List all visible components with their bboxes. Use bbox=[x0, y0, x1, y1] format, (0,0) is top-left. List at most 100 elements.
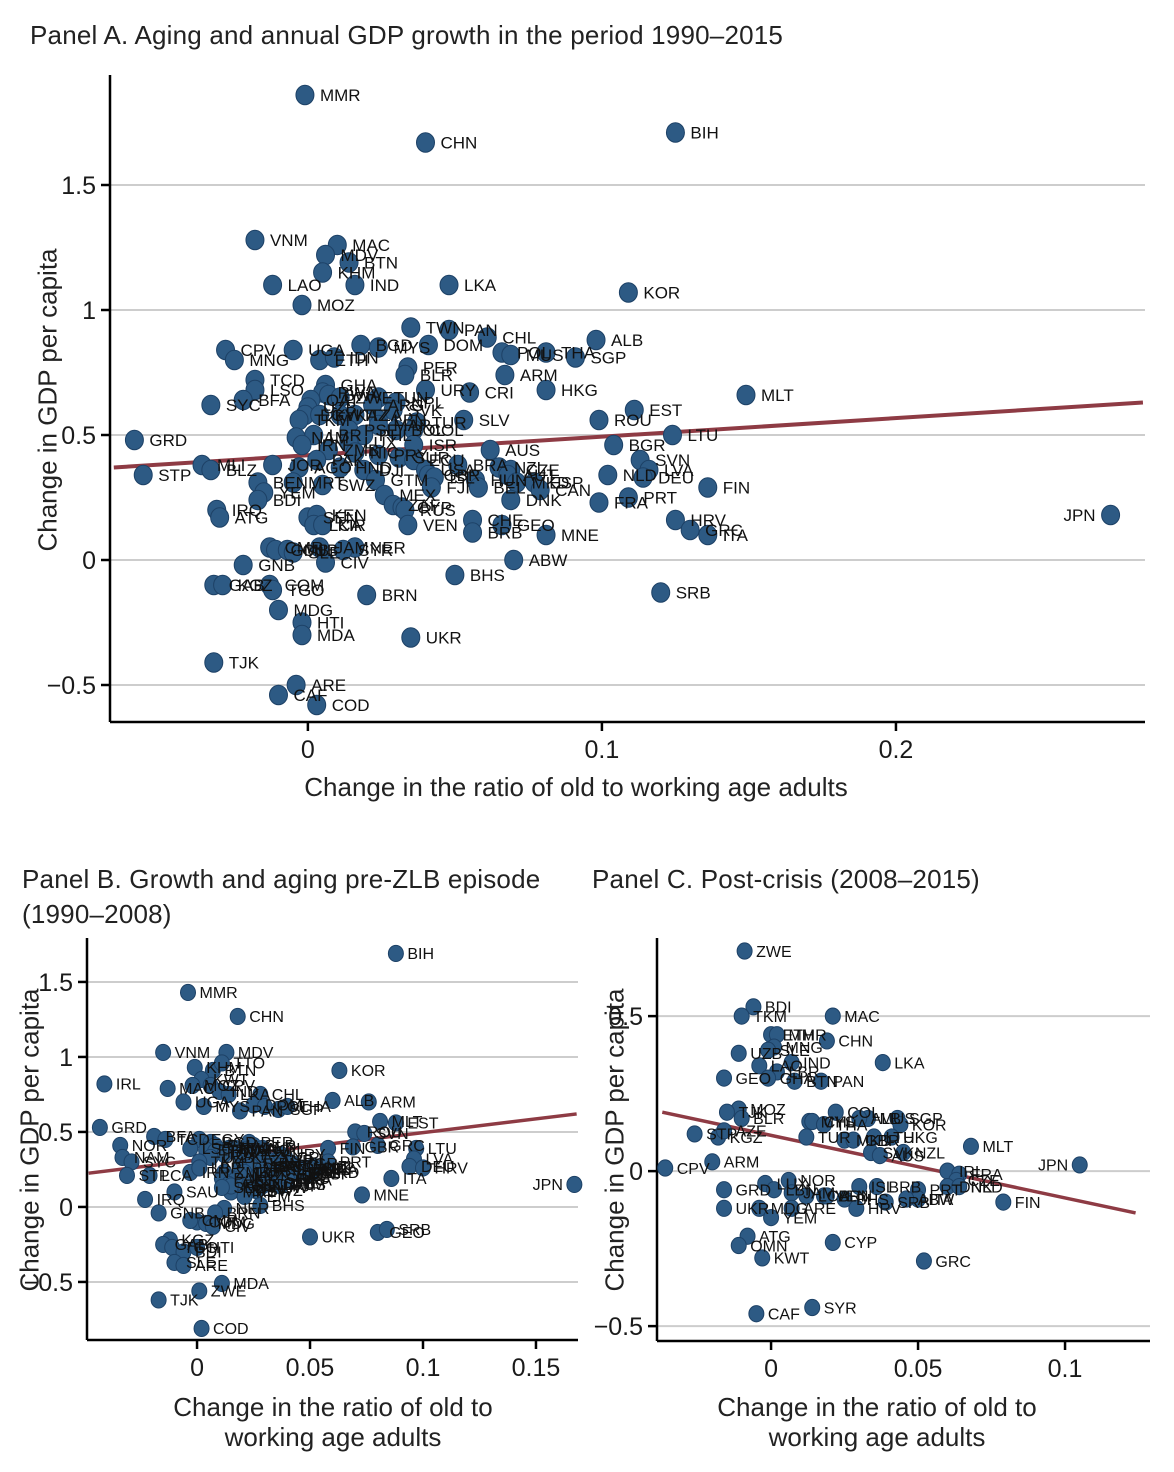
point-label-ETH: ETH bbox=[783, 1027, 815, 1044]
point-label-BTN: BTN bbox=[806, 1074, 838, 1091]
point-label-GHA: GHA bbox=[227, 1138, 262, 1155]
point-label-ARG: ARG bbox=[256, 1143, 291, 1160]
point-label-ISL: ISL bbox=[871, 1179, 895, 1196]
panel-a-title: Panel A. Aging and annual GDP growth in … bbox=[30, 18, 783, 53]
point-label-AUT: AUT bbox=[523, 466, 557, 485]
point-label-LAO: LAO bbox=[771, 1058, 803, 1075]
data-point-THA bbox=[279, 1097, 296, 1116]
point-label-CIV: CIV bbox=[224, 1219, 251, 1236]
point-label-MKD: MKD bbox=[324, 1165, 360, 1182]
data-point-BRN bbox=[357, 584, 377, 606]
panel-b-y-tick-label: 1.5 bbox=[38, 969, 73, 997]
data-point-MOZ bbox=[184, 1076, 201, 1095]
data-point-ABW bbox=[898, 1190, 915, 1208]
data-point-MRT bbox=[283, 472, 303, 493]
point-label-CHE: CHE bbox=[283, 1176, 317, 1193]
point-label-TZA: TZA bbox=[370, 406, 403, 425]
point-label-NAM: NAM bbox=[134, 1150, 170, 1167]
point-label-VNM: VNM bbox=[270, 231, 308, 250]
point-label-GBR: GBR bbox=[443, 466, 480, 485]
data-point-SEN bbox=[213, 1178, 230, 1197]
panel-a-y-axis-title: Change in GDP per capita bbox=[32, 248, 63, 552]
panel-b-title-line1: Panel B. Growth and aging pre-ZLB episod… bbox=[22, 864, 541, 894]
point-label-LVA: LVA bbox=[664, 461, 694, 480]
panel-b-y-tick-label: −0.5 bbox=[24, 1269, 73, 1297]
data-point-SYC bbox=[201, 394, 221, 416]
point-label-MDG: MDG bbox=[771, 1201, 808, 1218]
panel-b-points bbox=[91, 944, 583, 1338]
point-label-PAK: PAK bbox=[332, 451, 365, 470]
data-point-IND bbox=[345, 274, 365, 296]
data-point-ZWE bbox=[736, 942, 753, 960]
point-label-MKD: MKD bbox=[532, 474, 570, 493]
point-label-LCA: LCA bbox=[329, 516, 363, 535]
point-label-TJK: TJK bbox=[229, 654, 260, 673]
point-label-ITA: ITA bbox=[723, 526, 749, 545]
point-label-ISL: ISL bbox=[449, 469, 475, 488]
data-point-BTN bbox=[786, 1072, 803, 1090]
point-label-HRV: HRV bbox=[690, 511, 726, 530]
data-point-BHS bbox=[836, 1190, 853, 1208]
panel-b-y-tick-label: 1 bbox=[59, 1044, 73, 1072]
point-label-ZMB: ZMB bbox=[343, 441, 379, 460]
point-label-KAZ: KAZ bbox=[355, 406, 388, 425]
point-label-DJI: DJI bbox=[276, 1177, 300, 1194]
point-label-SRB: SRB bbox=[897, 1195, 930, 1212]
point-label-MNE: MNE bbox=[561, 526, 599, 545]
point-label-GRC: GRC bbox=[705, 521, 743, 540]
point-label-PAN: PAN bbox=[833, 1074, 865, 1091]
panel-b-y-axis-title: Change in GDP per capita bbox=[14, 988, 45, 1292]
point-label-TTO: TTO bbox=[233, 1056, 265, 1073]
panel-c-points bbox=[657, 942, 1088, 1323]
panel-b-y-tick-label: 0 bbox=[59, 1194, 73, 1222]
point-label-BRA: BRA bbox=[473, 456, 509, 475]
data-point-VEN bbox=[398, 514, 418, 536]
point-label-JOR: JOR bbox=[288, 456, 322, 475]
panel-c-x-axis-title: Change in the ratio of old to working ag… bbox=[617, 1392, 1137, 1452]
point-label-PAK: PAK bbox=[233, 1171, 264, 1188]
point-label-CAN: CAN bbox=[274, 1159, 308, 1176]
point-label-BHS: BHS bbox=[856, 1192, 889, 1209]
point-label-THA: THA bbox=[835, 1117, 867, 1134]
data-point-SRB bbox=[651, 582, 671, 603]
panel-b-y-tick-label: 0.5 bbox=[38, 1119, 73, 1147]
point-label-ARM: ARM bbox=[724, 1155, 760, 1172]
point-label-EST: EST bbox=[407, 1116, 438, 1133]
point-label-LKA: LKA bbox=[894, 1055, 925, 1072]
point-label-MMR: MMR bbox=[320, 86, 361, 105]
point-label-EGY: EGY bbox=[211, 1132, 245, 1149]
data-point-BTN bbox=[339, 252, 359, 273]
point-label-YEM: YEM bbox=[279, 484, 316, 503]
point-label-LBR: LBR bbox=[211, 1161, 242, 1178]
point-label-MDA: MDA bbox=[233, 1276, 269, 1293]
point-label-ISL: ISL bbox=[297, 1168, 321, 1185]
point-label-JAM: JAM bbox=[335, 539, 369, 558]
point-label-KWT: KWT bbox=[213, 1072, 249, 1089]
data-point-UZB bbox=[730, 1044, 747, 1062]
data-point-TKM bbox=[733, 1007, 750, 1025]
point-label-HND: HND bbox=[355, 459, 392, 478]
point-label-BOL: BOL bbox=[279, 1159, 311, 1176]
point-label-RUS: RUS bbox=[420, 501, 456, 520]
data-point-BIH bbox=[665, 122, 685, 143]
data-point-MUS bbox=[501, 344, 521, 366]
data-point-BRB bbox=[463, 522, 483, 543]
point-label-STP: STP bbox=[706, 1127, 737, 1144]
data-point-GRC bbox=[680, 519, 700, 541]
point-label-LTU: LTU bbox=[687, 426, 718, 445]
point-label-IDN: IDN bbox=[349, 349, 378, 368]
data-point-TGO bbox=[263, 579, 283, 601]
data-point-BIH bbox=[387, 944, 404, 963]
point-label-ECU: ECU bbox=[429, 451, 465, 470]
data-point-PAN bbox=[813, 1072, 830, 1090]
point-label-MYS: MYS bbox=[393, 339, 430, 358]
point-label-ROU: ROU bbox=[614, 411, 652, 430]
data-point-KOR bbox=[618, 282, 638, 303]
data-point-URY bbox=[415, 379, 435, 401]
point-label-SGP: SGP bbox=[590, 349, 626, 368]
data-point-PAN bbox=[439, 319, 459, 341]
point-label-RWA: RWA bbox=[231, 1143, 268, 1160]
point-label-UZB: UZB bbox=[323, 399, 357, 418]
point-label-GTM: GTM bbox=[290, 1177, 326, 1194]
